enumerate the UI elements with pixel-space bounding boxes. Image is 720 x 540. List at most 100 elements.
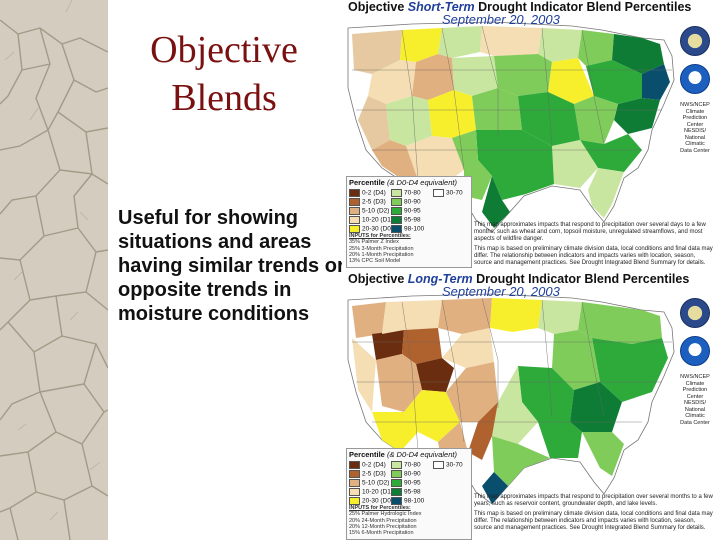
input-item: 13% CPC Soil Model — [349, 258, 401, 265]
legend-swatch — [391, 207, 402, 215]
legend-title: Percentile (& D0-D4 equivalent) — [347, 177, 471, 188]
org-line: Center — [686, 393, 704, 400]
legend-inputs: INPUTS for Percentiles: 25% Palmer Hydro… — [349, 505, 469, 536]
legend-label: 20-30 (D0) — [362, 497, 394, 505]
legend-swatch — [391, 216, 402, 224]
legend-label: 30-70 — [446, 461, 463, 469]
bullet-text: Useful for showing situations and areas … — [118, 207, 345, 325]
map-title-emphasis: Short-Term — [407, 0, 475, 14]
short-term-notes: This map approximates impacts that respo… — [474, 222, 714, 268]
noaa-logo-icon — [680, 336, 710, 366]
legend-item: 70-80 — [391, 461, 421, 469]
legend-grid: 0-2 (D4) 2-5 (D3) 5-10 (D2) 10-20 (D1) 20-30… — [347, 460, 471, 506]
agency-logos: NWS/NCEP Climate Prediction Center NESDI… — [676, 298, 714, 426]
org-line: Center — [686, 121, 704, 128]
legend-swatch — [391, 225, 402, 233]
commerce-seal-icon — [680, 298, 710, 328]
legend-item: 20-30 (D0) — [349, 225, 393, 233]
legend-title-text: Percentile — [349, 178, 385, 187]
legend-label: 0-2 (D4) — [362, 189, 386, 197]
legend-item: 20-30 (D0) — [349, 497, 393, 505]
legend-label: 30-70 — [446, 189, 463, 197]
org-line: Data Center — [680, 419, 710, 426]
legend-label: 0-2 (D4) — [362, 461, 386, 469]
legend-swatch — [349, 488, 360, 496]
note-paragraph: This map approximates impacts that respo… — [474, 222, 706, 242]
legend-item: 0-2 (D4) — [349, 461, 386, 469]
org-line: National — [684, 134, 706, 141]
legend-item: 30-70 — [433, 189, 463, 197]
input-item: 25% 3-Month Precipitation — [349, 245, 414, 252]
map-title-suffix: Drought Indicator Blend Percentiles — [476, 272, 690, 286]
legend-label: 80-90 — [404, 198, 421, 206]
map-title-prefix: Objective — [348, 272, 405, 286]
legend-label: 70-80 — [404, 189, 421, 197]
inputs-header: INPUTS for Percentiles: — [349, 233, 411, 239]
legend-item: 98-100 — [391, 225, 424, 233]
short-term-map-panel: Objective Short-Term Drought Indicator B… — [342, 0, 716, 268]
slide-title-line1: Objective — [150, 29, 298, 71]
legend-label: 98-100 — [404, 225, 425, 233]
org-line: Prediction — [682, 387, 708, 393]
long-term-legend: Percentile (& D0-D4 equivalent) 0-2 (D4)… — [346, 448, 472, 540]
legend-subtitle: (& D0-D4 equivalent) — [386, 450, 457, 459]
long-term-map-date: September 20, 2003 — [442, 284, 560, 299]
legend-swatch — [433, 461, 444, 469]
input-item: 15% 6-Month Precipitation — [349, 530, 414, 537]
noaa-logo-icon — [680, 64, 710, 94]
legend-title-text: Percentile — [349, 450, 385, 459]
org-line: Climate — [685, 380, 705, 387]
legend-label: 98-100 — [404, 497, 425, 505]
legend-item: 0-2 (D4) — [349, 189, 386, 197]
legend-swatch — [349, 207, 360, 215]
org-line: Climatic — [685, 413, 705, 419]
legend-grid: 0-2 (D4) 2-5 (D3) 5-10 (D2) 10-20 (D1) 20-30… — [347, 188, 471, 234]
input-item: 20% 12-Month Precipitation — [349, 523, 417, 530]
legend-swatch — [391, 479, 402, 487]
note-paragraph: This map approximates impacts that respo… — [474, 494, 713, 507]
legend-swatch — [391, 461, 402, 469]
legend-label: 10-20 (D1) — [362, 216, 394, 224]
org-line: Prediction — [682, 115, 708, 121]
input-item: 25% Palmer Hydrologic Index — [349, 511, 422, 518]
legend-swatch — [349, 497, 360, 505]
legend-swatch — [433, 189, 444, 197]
agency-logos: NWS/NCEP Climate Prediction Center NESDI… — [676, 26, 714, 154]
legend-item: 5-10 (D2) — [349, 479, 389, 487]
legend-title: Percentile (& D0-D4 equivalent) — [347, 449, 471, 460]
org-line: NWS/NCEP — [680, 102, 710, 108]
legend-label: 10-20 (D1) — [362, 488, 394, 496]
map-title-emphasis: Long-Term — [407, 272, 473, 286]
org-line: NWS/NCEP — [680, 374, 710, 380]
legend-item: 2-5 (D3) — [349, 198, 386, 206]
legend-item: 10-20 (D1) — [349, 216, 393, 224]
legend-item: 80-90 — [391, 470, 421, 478]
legend-label: 90-95 — [404, 207, 421, 215]
legend-label: 2-5 (D3) — [362, 470, 386, 478]
legend-swatch — [349, 479, 360, 487]
cracked-earth-texture — [0, 0, 108, 540]
org-credits: NWS/NCEP Climate Prediction Center NESDI… — [676, 102, 714, 154]
legend-item: 98-100 — [391, 497, 424, 505]
note-paragraph: This map is based on preliminary climate… — [474, 246, 713, 266]
map-title-prefix: Objective — [348, 0, 405, 14]
legend-label: 95-98 — [404, 216, 421, 224]
legend-swatch — [391, 189, 402, 197]
slide-title: Objective Blends — [108, 26, 340, 122]
input-item: 20% 1-Month Precipitation — [349, 251, 414, 258]
legend-item: 70-80 — [391, 189, 421, 197]
legend-item: 10-20 (D1) — [349, 488, 393, 496]
long-term-map-title: Objective Long-Term Drought Indicator Bl… — [348, 272, 689, 286]
org-line: National — [684, 406, 706, 413]
legend-swatch — [349, 198, 360, 206]
legend-label: 95-98 — [404, 488, 421, 496]
legend-swatch — [391, 198, 402, 206]
org-line: Data Center — [680, 147, 710, 154]
org-line: NESDIS/ — [683, 128, 706, 134]
legend-inputs: INPUTS for Percentiles: 35% Palmer Z Ind… — [349, 233, 469, 264]
legend-item: 90-95 — [391, 207, 421, 215]
legend-label: 5-10 (D2) — [362, 207, 390, 215]
long-term-notes: This map approximates impacts that respo… — [474, 494, 714, 535]
legend-label: 80-90 — [404, 470, 421, 478]
legend-label: 20-30 (D0) — [362, 225, 394, 233]
